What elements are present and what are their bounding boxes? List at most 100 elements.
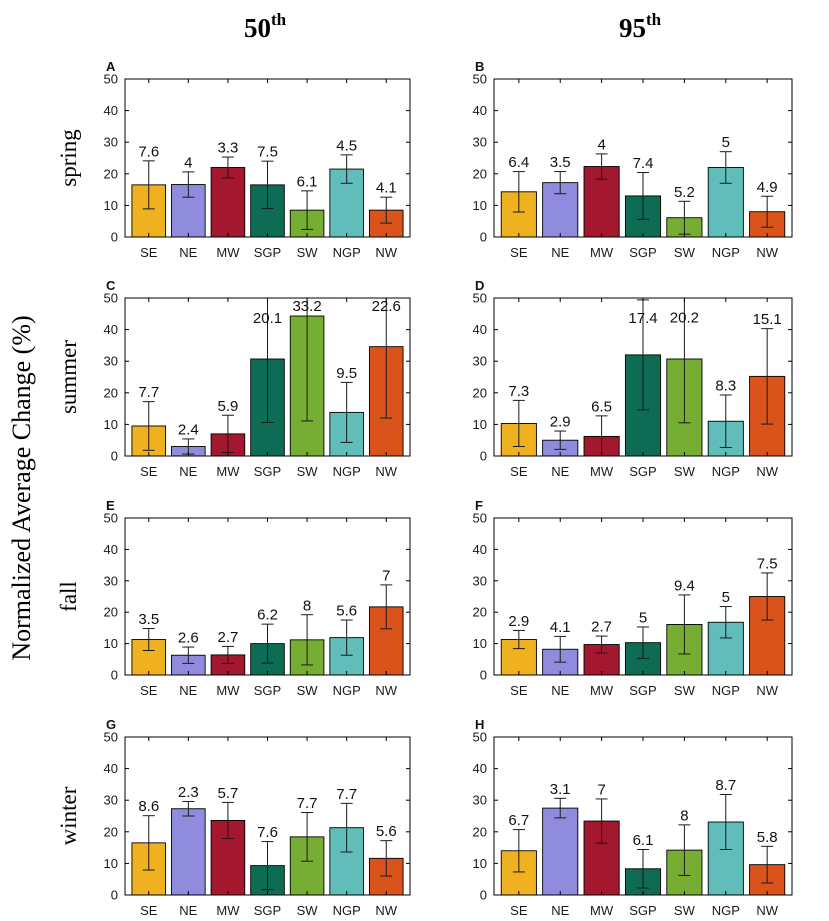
y-tick-label-H-40: 40	[473, 761, 487, 776]
error-label-C-SGP: 20.1	[253, 310, 282, 327]
error-bar-A-NE	[182, 171, 195, 198]
error-bar-E-NGP	[340, 619, 353, 656]
x-tick-label-B-SW: SW	[674, 245, 696, 260]
y-tick-label-H-20: 20	[473, 824, 487, 839]
error-bar-D-NE	[554, 430, 567, 450]
error-bar-H-SW	[678, 824, 691, 876]
y-tick-label-H-30: 30	[473, 793, 487, 808]
panel-B: B 6.4 SE 3.5 NE 4 MW 7.4 SGP 5.2 SW 5 NGP 4.9 NW 0 10 20 3…	[473, 59, 793, 260]
error-bar-A-NW	[380, 196, 393, 224]
y-tick-label-E-0: 0	[111, 668, 118, 683]
x-tick-label-B-SGP: SGP	[629, 245, 656, 260]
y-tick-label-E-50: 50	[104, 511, 118, 526]
error-bar-A-SGP	[261, 160, 274, 210]
y-tick-label-F-10: 10	[473, 636, 487, 651]
x-tick-label-G-SE: SE	[140, 903, 158, 918]
y-axis-label: Normalized Average Change (%)	[7, 315, 36, 660]
axes-box-A	[124, 78, 411, 238]
x-tick-label-A-MW: MW	[216, 245, 240, 260]
error-bar-G-NGP	[340, 802, 353, 853]
x-tick-label-H-NE: NE	[551, 903, 569, 918]
column-header-right-number: 95	[619, 13, 646, 43]
error-label-H-NW: 5.8	[757, 829, 778, 846]
error-bar-G-SE	[142, 815, 155, 871]
y-tick-label-A-10: 10	[104, 198, 118, 213]
error-label-E-SGP: 6.2	[257, 607, 278, 624]
x-tick-label-B-SE: SE	[510, 245, 528, 260]
column-header-left-number: 50	[244, 13, 271, 43]
error-bar-C-NW	[380, 298, 393, 419]
y-tick-label-E-40: 40	[104, 542, 118, 557]
error-label-C-NW: 22.6	[372, 298, 401, 315]
y-tick-label-F-0: 0	[480, 668, 487, 683]
y-tick-label-D-30: 30	[473, 354, 487, 369]
axes-box-F	[493, 517, 793, 676]
x-tick-label-H-NGP: NGP	[712, 903, 740, 918]
y-tick-label-B-30: 30	[473, 135, 487, 150]
error-bar-H-NGP	[719, 794, 732, 850]
y-tick-label-E-30: 30	[104, 573, 118, 588]
error-bar-C-NGP	[340, 381, 353, 443]
x-tick-label-E-SGP: SGP	[254, 683, 281, 698]
error-label-F-SW: 9.4	[674, 578, 695, 595]
panel-E: E 3.5 SE 2.6 NE 2.7 MW 6.2 SGP 8 SW 5.6 NGP 7 NW 0 10 20 3…	[104, 498, 411, 698]
x-tick-label-H-MW: MW	[590, 903, 614, 918]
x-tick-label-F-SW: SW	[674, 683, 696, 698]
error-bar-G-SGP	[261, 841, 274, 891]
panels: A 7.6 SE 4 NE 3.3 MW 7.5 SGP 6.1 SW 4.5 NGP 4.1 NW 0 10 2…	[104, 59, 793, 918]
y-tick-label-F-20: 20	[473, 605, 487, 620]
axes-box-B	[493, 78, 793, 238]
x-tick-label-A-SW: SW	[297, 245, 319, 260]
error-label-A-SE: 7.6	[138, 143, 159, 160]
x-tick-label-G-NE: NE	[179, 903, 197, 918]
error-label-A-NGP: 4.5	[336, 137, 357, 154]
y-tick-label-B-40: 40	[473, 103, 487, 118]
error-label-D-NE: 2.9	[550, 414, 571, 431]
y-tick-label-C-40: 40	[104, 322, 118, 337]
x-tick-label-E-NW: NW	[375, 683, 397, 698]
bar-G-NE	[171, 808, 206, 896]
error-bar-E-SE	[142, 628, 155, 652]
error-bar-G-SW	[301, 812, 314, 862]
error-bar-A-SW	[301, 190, 314, 230]
x-tick-label-E-NE: NE	[179, 683, 197, 698]
panel-letter-G: G	[106, 717, 116, 732]
error-label-F-SGP: 5	[639, 610, 647, 627]
x-tick-label-G-SW: SW	[297, 903, 319, 918]
error-label-G-SW: 7.7	[297, 795, 318, 812]
panel-letter-C: C	[106, 278, 116, 293]
error-label-G-NGP: 7.7	[336, 786, 357, 803]
x-tick-label-F-NGP: NGP	[712, 683, 740, 698]
error-bar-D-MW	[595, 415, 608, 456]
error-bar-F-SW	[678, 594, 691, 655]
y-tick-label-D-40: 40	[473, 322, 487, 337]
error-bar-E-NW	[380, 584, 393, 630]
error-label-H-MW: 7	[597, 781, 605, 798]
x-tick-label-H-SE: SE	[510, 903, 528, 918]
error-bar-E-NE	[182, 646, 195, 664]
x-tick-label-C-MW: MW	[216, 464, 240, 479]
x-tick-label-C-NGP: NGP	[333, 464, 361, 479]
error-label-E-NE: 2.6	[178, 630, 199, 647]
y-tick-label-E-20: 20	[104, 605, 118, 620]
x-tick-label-G-MW: MW	[216, 903, 240, 918]
y-tick-label-D-0: 0	[480, 449, 487, 464]
error-label-C-NGP: 9.5	[336, 365, 357, 382]
x-tick-label-C-SE: SE	[140, 464, 158, 479]
axes-box-G	[124, 736, 411, 896]
error-label-B-NW: 4.9	[757, 179, 778, 196]
axes-box-H	[493, 736, 793, 896]
x-tick-label-C-SW: SW	[297, 464, 319, 479]
error-label-H-SE: 6.7	[508, 812, 529, 829]
error-label-E-NGP: 5.6	[336, 603, 357, 620]
x-tick-label-B-NW: NW	[756, 245, 778, 260]
y-tick-label-E-10: 10	[104, 636, 118, 651]
y-tick-label-B-0: 0	[480, 230, 487, 245]
error-label-B-SW: 5.2	[674, 184, 695, 201]
error-label-H-SW: 8	[680, 807, 688, 824]
error-bar-D-SW	[678, 298, 691, 424]
y-tick-label-B-20: 20	[473, 166, 487, 181]
panel-G: G 8.6 SE 2.3 NE 5.7 MW 7.6 SGP 7.7 SW 7.7 NGP 5.6 NW 0 1…	[104, 717, 411, 918]
y-tick-label-H-0: 0	[480, 888, 487, 903]
